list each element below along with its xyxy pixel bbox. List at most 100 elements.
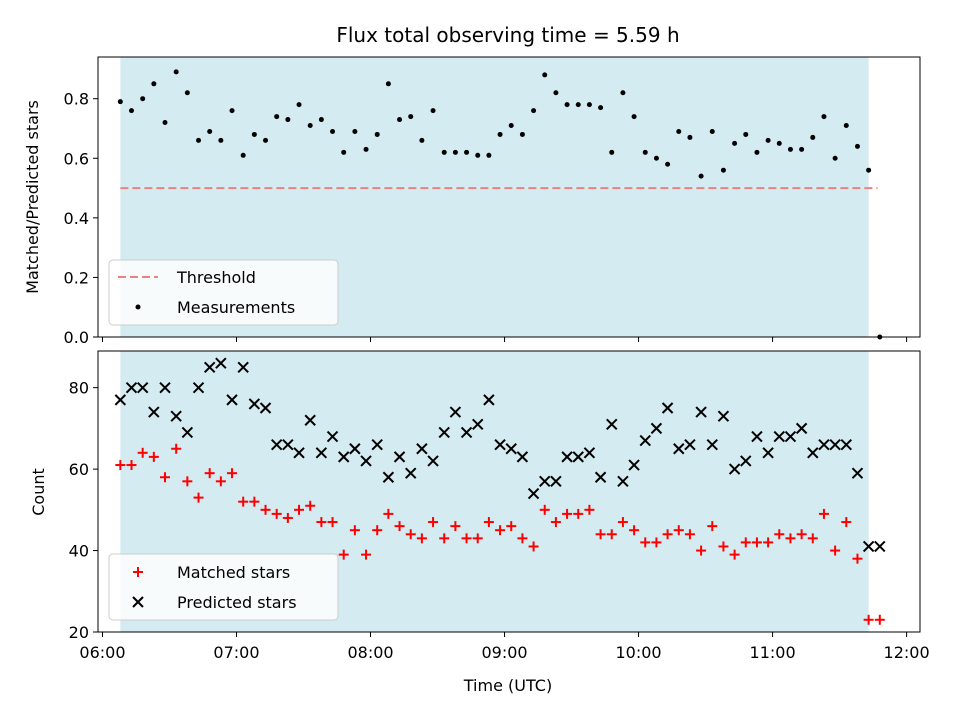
predicted-star-point [304, 414, 316, 426]
matched-star-point [852, 553, 863, 564]
predicted-star-point [259, 402, 272, 414]
measurement-point [251, 131, 257, 137]
measurement-point [196, 137, 202, 143]
measurement-point [497, 131, 503, 137]
bottom-y-tick-label: 60 [69, 460, 89, 479]
measurement-point [229, 108, 235, 114]
measurement-point [140, 96, 146, 102]
predicted-star-point [650, 422, 663, 435]
predicted-star-point [673, 443, 685, 455]
measurement-point [519, 131, 525, 137]
predicted-star-point [784, 430, 797, 443]
predicted-star-point [192, 381, 205, 394]
predicted-star-point [438, 426, 450, 439]
predicted-star-point [818, 438, 830, 451]
matched-star-point [338, 549, 349, 560]
measurement-point [385, 81, 391, 87]
matched-star-point [617, 517, 628, 528]
measurement-point [575, 102, 581, 108]
measurement-point [330, 128, 336, 134]
matched-star-point [204, 468, 215, 479]
predicted-star-point [181, 426, 194, 439]
predicted-star-point [606, 418, 618, 431]
matched-star-point [148, 451, 159, 462]
x-tick-label: 11:00 [750, 643, 796, 662]
measurement-point [419, 137, 425, 143]
matched-star-point [394, 521, 405, 532]
bottom-legend: Matched stars Predicted stars [108, 553, 339, 621]
threshold-legend-label: Threshold [176, 268, 256, 287]
top-y-tick-label: 0.0 [64, 328, 89, 347]
measurement-point [117, 99, 123, 105]
matched-star-point [260, 504, 271, 515]
matched-stars-legend-swatch [133, 567, 143, 577]
predicted-star-point [829, 438, 841, 451]
measurement-point [363, 146, 369, 152]
bottom-panel-frame [97, 350, 921, 633]
matched-star-point [137, 447, 148, 458]
matched-star-point [528, 541, 539, 552]
measurement-point [665, 161, 671, 167]
matched-star-point [372, 525, 383, 536]
predicted-star-point [773, 430, 785, 443]
measurement-point [486, 152, 492, 158]
predicted-star-point [572, 451, 584, 463]
matched-stars-legend-label: Matched stars [177, 563, 290, 582]
measurement-point [475, 152, 481, 158]
predicted-star-point [170, 410, 182, 422]
predicted-star-point [862, 540, 875, 553]
predicted-star-point [594, 471, 607, 483]
measurement-point [821, 114, 827, 120]
matched-star-point [751, 537, 762, 548]
matched-star-point [573, 508, 584, 519]
measurement-point [374, 131, 380, 137]
predicted-star-point [293, 447, 305, 459]
predicted-star-point [639, 434, 651, 447]
predicted-star-point [751, 430, 763, 443]
predicted-star-point [840, 438, 852, 451]
matched-star-point [294, 504, 305, 515]
measurement-point [274, 114, 280, 120]
matched-star-point [450, 521, 461, 532]
measurement-point [307, 123, 313, 129]
measurement-point [430, 108, 436, 114]
matched-star-point [215, 476, 226, 487]
measurement-point [586, 102, 592, 108]
measurement-point [318, 117, 324, 123]
matched-star-point [763, 537, 774, 548]
measurement-point [207, 128, 213, 134]
matched-star-point [696, 545, 707, 556]
top-y-tick-label: 0.6 [64, 149, 89, 168]
measurement-point [799, 146, 805, 152]
matched-star-point [629, 525, 640, 536]
predicted-star-point [125, 381, 138, 394]
matched-star-point [383, 508, 394, 519]
predicted-star-point [516, 451, 529, 463]
predicted-star-point [874, 540, 886, 553]
bottom-y-tick-label: 40 [69, 542, 89, 561]
predicted-star-point [561, 451, 573, 463]
matched-star-point [774, 529, 785, 540]
matched-star-point [606, 529, 617, 540]
measurement-point [765, 137, 771, 143]
predicted-star-point [393, 451, 406, 463]
matched-star-point [673, 525, 684, 536]
measurement-point [218, 137, 224, 143]
predicted-star-point [728, 463, 741, 475]
predicted-star-point [505, 443, 517, 455]
measurement-point [542, 72, 548, 78]
x-tick-label: 07:00 [213, 643, 259, 662]
predicted-star-point [527, 487, 540, 500]
predicted-star-point [337, 451, 350, 463]
predicted-star-point [807, 447, 819, 459]
bottom-legend-box [108, 553, 339, 621]
matched-star-point [863, 614, 874, 625]
predicted-star-point [449, 406, 462, 418]
predicted-star-point [136, 381, 149, 394]
predicted-star-point [483, 394, 495, 406]
measurements-legend-swatch [135, 304, 141, 310]
predicted-star-point [684, 438, 696, 451]
measurement-point [464, 149, 470, 155]
measurement-point [709, 128, 715, 134]
